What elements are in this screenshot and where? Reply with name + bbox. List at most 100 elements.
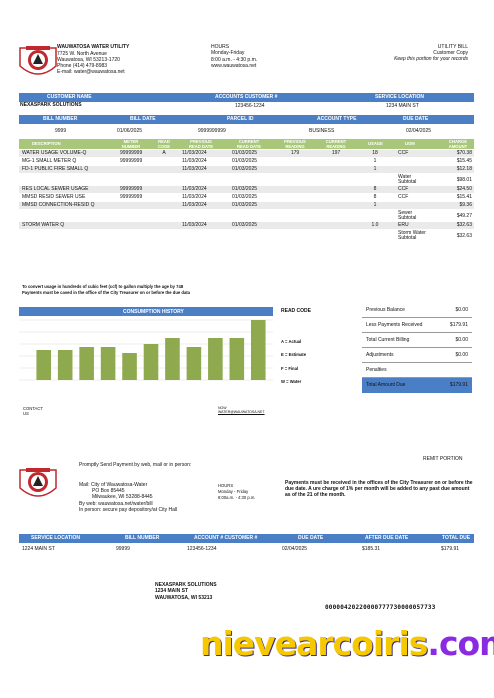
chart-bar — [100, 347, 116, 380]
legend-water: W = Water — [281, 379, 302, 384]
col-charge-amount: CHARGE AMOUNT — [448, 139, 468, 149]
cell-meter: 99999999 — [120, 194, 143, 200]
cell-cur-read: 197 — [331, 150, 341, 156]
chart-bar — [208, 338, 223, 380]
cell-amount: $70.38 — [456, 150, 472, 156]
cell-prev-date: 11/03/2024 — [182, 166, 207, 172]
cell-cur-date: 01/03/2025 — [232, 222, 258, 228]
summary-row: Total Current Billing $0.00 — [362, 333, 472, 348]
mailing-street: 1234 MAIN ST — [155, 588, 189, 594]
col-previous-reading: PREVIOUS READING — [284, 139, 306, 149]
cell-desc: RES LOCAL SEWER USAGE — [22, 186, 89, 192]
charge-row: FD-1 PUBLIC FIRE SMALL Q 11/03/2024 01/03/… — [19, 166, 474, 173]
chart-bar — [57, 350, 73, 380]
charge-row: Storm Water Subtotal $32.63 — [19, 230, 474, 241]
legend-final: F = Final — [281, 366, 299, 371]
cell-uom: Water Subtotal — [398, 173, 417, 185]
chart-bar — [79, 347, 94, 380]
summary-row: Previous Balance $0.00 — [362, 303, 472, 318]
remit-title: REMIT PORTION — [423, 456, 463, 462]
remit-col-account: ACCOUNT # CUSTOMER # — [194, 535, 258, 541]
utility-name: WAUWATOSA WATER UTILITY — [57, 44, 130, 50]
cell-amount: $15.41 — [456, 194, 472, 200]
charge-row: STORM WATER Q 11/03/2024 01/03/2025 1.0 ERU $… — [19, 222, 474, 229]
col-bill-number: BILL NUMBER — [43, 116, 78, 122]
cell-uom: Storm Water Subtotal — [398, 229, 426, 241]
read-code-title: READ CODE — [281, 308, 312, 314]
charge-row: Sewer Subtotal $49.27 — [19, 210, 474, 221]
charge-row: MG-1 SMALL METER Q 99999999 11/03/2024 01/0… — [19, 158, 474, 165]
cell-cur-date: 01/03/2025 — [232, 202, 258, 208]
col-bill-date: BILL DATE — [130, 116, 156, 122]
contact-now: NOW — [218, 406, 227, 410]
col-account-type: ACCOUNT TYPE — [317, 116, 357, 122]
account-header-bar: CUSTOMER NAME ACCOUNTS CUSTOMER # SERVIC… — [19, 93, 474, 102]
cell-usage: 1 — [373, 158, 377, 164]
city-seal-logo — [19, 46, 57, 75]
cell-uom: CCF — [398, 194, 409, 200]
cell-code: A — [162, 150, 166, 156]
col-meter-number: METER NUMBER — [121, 139, 141, 149]
utility-address-2: Wauwatosa, WI 53213-1720 — [57, 57, 120, 63]
remit-table-header: SERVICE LOCATION BILL NUMBER ACCOUNT # C… — [19, 534, 474, 543]
city-seal-logo-remit — [19, 468, 57, 497]
charge-row: WATER USAGE VOLUME-Q 99999999 A 11/03/2024 0… — [19, 150, 474, 157]
col-service-location: SERVICE LOCATION — [375, 94, 424, 100]
remit-hours-time: 8:00a.m. - 4:30 p.m. — [218, 495, 256, 500]
summary-label: Total Current Billing — [366, 337, 410, 343]
chart-bar — [143, 344, 159, 380]
cell-desc: WATER USAGE VOLUME-Q — [22, 150, 87, 156]
cell-cur-date: 01/03/2025 — [232, 186, 258, 192]
utility-phone: Phone (414) 479-8983 — [57, 63, 108, 69]
col-usage: USAGE — [368, 141, 383, 146]
cell-usage: 1.0 — [371, 222, 379, 228]
remit-in-person: In person: secure pay depository/at City… — [79, 507, 178, 513]
col-customer-name: CUSTOMER NAME — [47, 94, 92, 100]
remit-col-service-location: SERVICE LOCATION — [31, 535, 80, 541]
cell-cur-date: 01/03/2025 — [232, 158, 258, 164]
chart-bar — [229, 338, 245, 380]
cell-desc: MMSD RESID SEWER USE — [22, 194, 86, 200]
chart-bar — [36, 350, 52, 380]
charge-row: Water Subtotal $98.01 — [19, 174, 474, 185]
legend-estimate: E = Estimate — [281, 352, 307, 357]
summary-value: $179.91 — [449, 382, 468, 388]
remit-mail-city: Milwaukee, WI 53288-8445 — [92, 494, 153, 500]
cell-prev-date: 11/03/2024 — [182, 158, 207, 164]
cell-amount: $9.36 — [459, 202, 472, 208]
mailing-name: NEXASPARK SOLUTIONS — [155, 582, 217, 588]
cell-amount: $15.45 — [456, 158, 472, 164]
cell-amount: $32.63 — [456, 222, 472, 228]
cell-desc: MMSD CONNECTION-RESID Q — [22, 202, 95, 208]
cell-desc: FD-1 PUBLIC FIRE SMALL Q — [22, 166, 89, 172]
cell-usage: 8 — [373, 194, 377, 200]
col-previous-read-date: PREVIOUS READ DATE — [188, 139, 214, 149]
contact-us: US — [23, 411, 29, 416]
remit-promptly: Promptly Send Payment by web, mail or in… — [79, 462, 192, 468]
contact-email-link[interactable]: WATER@WAUWATOSA.NET — [218, 410, 265, 414]
watermark-text: nievearcoiris — [200, 624, 428, 663]
col-accounts-customer: ACCOUNTS CUSTOMER # — [215, 94, 278, 100]
summary-row: Total Amount Due $179.91 — [362, 378, 472, 393]
cell-uom: CCF — [398, 150, 409, 156]
remit-hours-title: HOURS — [218, 483, 234, 488]
utility-email: E-mail: water@wauwatosa.net — [57, 69, 125, 75]
remit-col-total-due: TOTAL DUE — [442, 535, 471, 541]
bill-date: 01/06/2025 — [117, 128, 143, 134]
charge-row: MMSD CONNECTION-RESID Q 11/03/2024 01/03/2… — [19, 202, 474, 209]
summary-label: Adjustments — [366, 352, 394, 358]
remit-web: By web: wauwatosa.net/water/bill — [79, 501, 153, 507]
note-payments: Payments must be caved in the office of … — [22, 290, 191, 295]
cell-usage: 1 — [373, 166, 377, 172]
barcode-number: 00000420220000777730000057733 — [325, 604, 436, 611]
contact-label: CONTACT — [23, 406, 43, 411]
col-due-date: DUE DATE — [403, 116, 429, 122]
bill-title: UTILITY BILL — [437, 44, 468, 50]
cell-cur-date: 01/03/2025 — [232, 166, 258, 172]
bill-copy: Customer Copy — [433, 50, 468, 56]
chart-bar — [250, 320, 266, 380]
cell-cur-date: 01/03/2025 — [232, 150, 258, 156]
hours-days: Monday-Friday — [211, 50, 245, 56]
cell-prev-date: 11/03/2024 — [182, 194, 207, 200]
remit-total-due: $179.91 — [441, 546, 460, 552]
